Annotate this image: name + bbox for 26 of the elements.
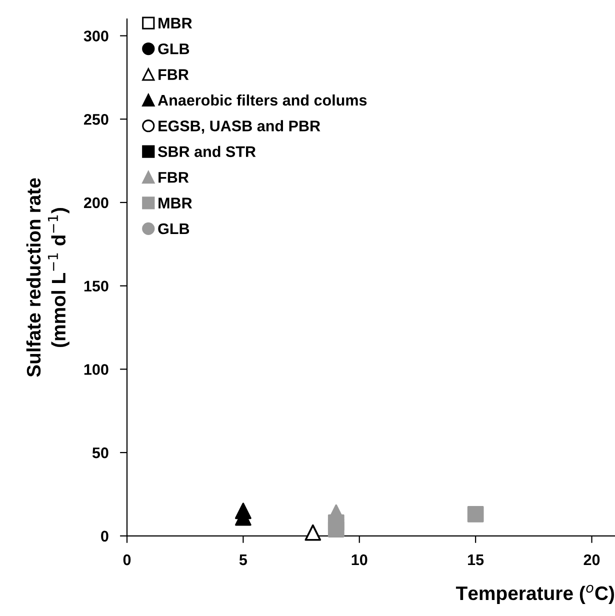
y-tick-label: 0: [101, 530, 108, 542]
legend-label: GLB: [158, 43, 190, 54]
y-tick-label: 300: [84, 30, 108, 42]
x-tick-label: 20: [584, 554, 600, 566]
legend-label: Anaerobic filters and colums: [158, 94, 367, 106]
y-tick-label: 100: [84, 364, 108, 375]
point: [304, 524, 322, 541]
legend-label: EGSB, UASB and PBR: [158, 120, 320, 134]
y-tick-label: 150: [84, 280, 108, 292]
point: [328, 521, 344, 538]
y-tick-label: 250: [84, 114, 108, 125]
x-tick-label: 10: [352, 554, 368, 566]
x-axis-title: Temperature ($^{o}$C): [456, 584, 614, 604]
legend-label: GLB: [158, 223, 190, 234]
x-tick-label: 5: [239, 554, 248, 566]
y-tick-label: 50: [92, 447, 108, 458]
legend-label: FBR: [158, 172, 189, 183]
legend-label: SBR and STR: [158, 146, 256, 158]
legend-label: MBR: [158, 198, 192, 208]
y-axis-title: Sulfate reduction rate (mmol L$^{−1}$ d$^{−1}$): [26, 178, 70, 377]
x-tick-label: 15: [468, 554, 484, 566]
y-tick-label: 200: [84, 197, 108, 208]
legend-label: FBR: [158, 69, 189, 80]
point: [467, 506, 484, 522]
x-tick-label: 0: [123, 554, 131, 566]
legend-label: MBR: [158, 18, 192, 28]
